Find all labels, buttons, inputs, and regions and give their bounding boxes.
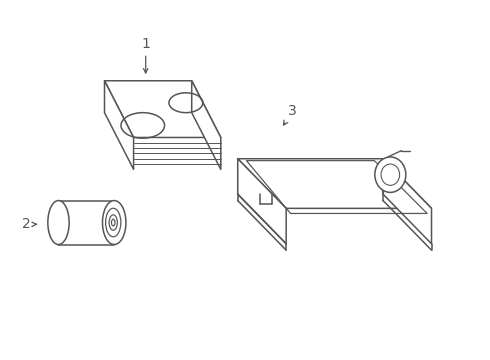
Text: 2: 2: [22, 217, 36, 231]
Ellipse shape: [375, 157, 406, 192]
Ellipse shape: [102, 201, 126, 244]
Polygon shape: [238, 159, 286, 244]
Polygon shape: [192, 81, 221, 169]
Text: 1: 1: [141, 36, 150, 73]
Polygon shape: [104, 81, 134, 169]
Polygon shape: [104, 81, 221, 138]
Polygon shape: [383, 159, 432, 244]
Polygon shape: [238, 159, 432, 208]
Ellipse shape: [48, 201, 69, 244]
Text: 3: 3: [284, 104, 297, 125]
